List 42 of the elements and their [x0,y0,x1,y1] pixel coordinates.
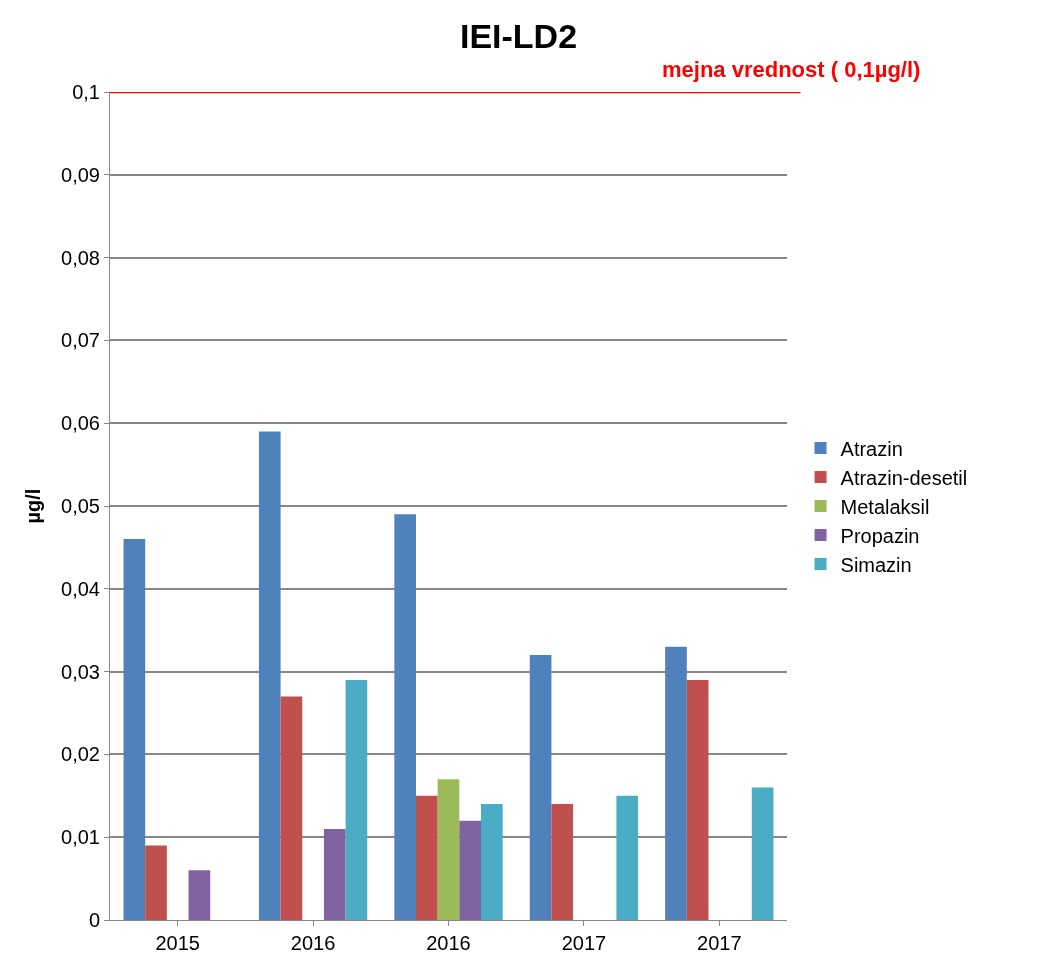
y-tick-label: 0,04 [61,577,100,600]
x-tick-label: 2015 [155,932,200,954]
legend-label: Propazin [840,524,920,547]
bar [280,696,303,920]
bar [481,804,503,920]
bar [394,514,416,920]
legend-label: Atrazin-desetil [840,466,968,489]
bar [345,679,368,920]
y-tick-label: 0,01 [61,826,100,849]
chart-title: IEI-LD2 [459,17,578,56]
bar [188,870,211,920]
x-tick-label: 2016 [426,932,471,954]
bar [751,787,774,920]
y-tick-label: 0,03 [61,660,100,683]
bar [437,779,460,920]
bar [123,539,146,920]
bar [459,820,481,920]
bar [258,431,281,920]
y-tick-label: 0,02 [61,743,100,766]
y-tick-label: 0,09 [61,163,100,186]
x-tick-label: 2017 [697,932,742,954]
bar [686,679,709,920]
y-tick-label: 0,05 [61,495,100,517]
y-tick-label: 0,08 [61,246,100,269]
bar [665,646,687,920]
bar [145,845,167,920]
legend-label: Simazin [840,553,912,576]
x-tick-label: 2017 [561,932,607,954]
bar [529,655,552,920]
bar [416,795,438,920]
bar [551,804,574,920]
y-axis-title: µg/l [21,488,44,524]
y-tick-label: 0,06 [61,412,100,435]
y-tick-label: 0,07 [61,329,100,352]
x-tick-label: 2016 [290,932,336,954]
bar [616,795,639,920]
ref-line-label: mejna vrednost ( 0,1µg/l) [662,57,921,82]
legend-label: Metalaksil [840,495,930,518]
bar [323,828,346,920]
legend-label: Atrazin [840,437,903,460]
y-tick-label: 0,1 [72,81,100,103]
y-tick-label: 0 [88,909,100,931]
